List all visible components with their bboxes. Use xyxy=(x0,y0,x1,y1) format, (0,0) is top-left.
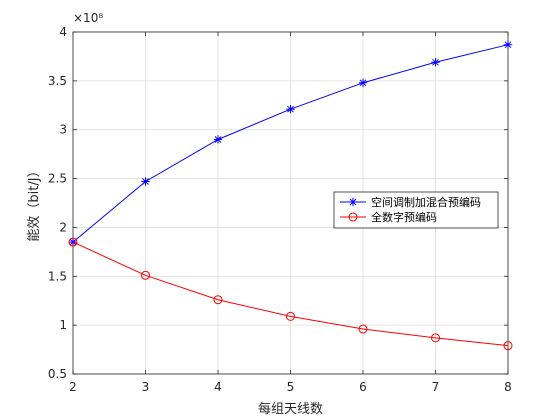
y-tick-label: 4 xyxy=(59,25,67,39)
y-axis-multiplier: ×10⁸ xyxy=(73,11,103,25)
x-tick-label: 3 xyxy=(142,380,150,394)
data-point-circle xyxy=(68,237,78,247)
y-axis-label: 能效（bit/J） xyxy=(27,164,42,241)
data-point-circle xyxy=(348,212,358,222)
data-point-circle xyxy=(503,341,513,351)
series-1 xyxy=(68,40,513,247)
series-line xyxy=(72,241,509,347)
data-point-asterisk xyxy=(286,104,295,114)
data-point-asterisk xyxy=(503,40,513,49)
legend-label: 全数字预编码 xyxy=(371,210,437,224)
data-point-asterisk xyxy=(68,237,78,247)
y-tick-label: 1 xyxy=(59,318,67,332)
data-point-circle xyxy=(213,295,223,305)
x-tick-label: 2 xyxy=(69,380,77,394)
y-tick-label: 3.5 xyxy=(48,74,67,88)
x-axis-label: 每组天线数 xyxy=(258,401,323,417)
data-point-asterisk xyxy=(358,78,368,88)
data-point-asterisk xyxy=(348,197,358,207)
x-tick-label: 4 xyxy=(214,380,222,394)
y-tick-label: 2.5 xyxy=(48,172,67,186)
legend-entry: 全数字预编码 xyxy=(340,210,437,224)
legend-box xyxy=(333,191,499,229)
y-tick-label: 0.5 xyxy=(48,367,67,381)
data-point-circle xyxy=(286,311,295,321)
data-point-circle xyxy=(141,270,150,280)
series-group xyxy=(68,40,513,351)
data-point-asterisk xyxy=(431,58,440,67)
x-tick-label: 7 xyxy=(432,380,440,394)
data-point-asterisk xyxy=(141,177,150,186)
x-tick-label: 6 xyxy=(359,380,367,394)
x-tick-label: 8 xyxy=(504,380,512,394)
y-tick-label: 3 xyxy=(59,123,67,137)
y-tick-label: 1.5 xyxy=(48,269,67,283)
data-point-circle xyxy=(358,324,368,334)
x-tick-label: 5 xyxy=(287,380,295,394)
legend-label: 空间调制加混合预编码 xyxy=(371,195,481,209)
series-2 xyxy=(68,237,513,351)
data-point-asterisk xyxy=(213,135,223,144)
y-tick-label: 2 xyxy=(59,220,67,234)
data-point-circle xyxy=(431,333,440,343)
legend-entry: 空间调制加混合预编码 xyxy=(340,195,481,209)
axis-ticks: 2 3 4 5 6 7 8 0.5 1 1.5 2 2.5 3 3.5 4 xyxy=(48,25,512,394)
